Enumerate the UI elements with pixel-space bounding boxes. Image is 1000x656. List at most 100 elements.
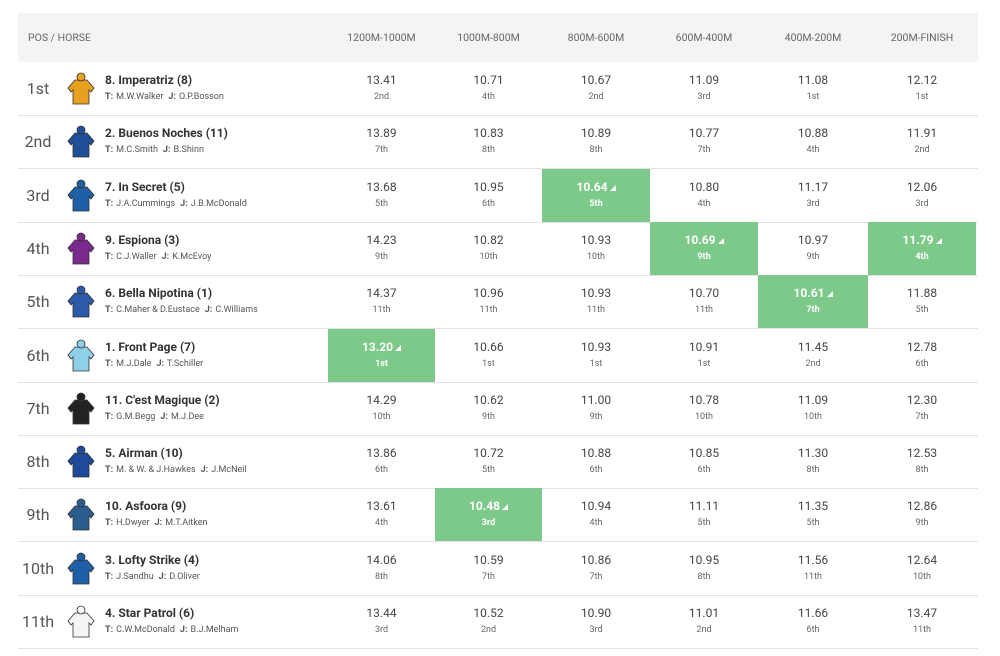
time-value: 13.89 xyxy=(366,126,397,141)
time-value: 12.53 xyxy=(906,446,938,461)
jockey: D.Oliver xyxy=(169,571,200,582)
split-rank: 2nd xyxy=(805,358,821,369)
split-time: 10.86 xyxy=(542,553,650,567)
column-header: 800M-600M xyxy=(567,31,625,44)
split-time: 11.35 xyxy=(758,499,868,513)
horse-name: 3. Lofty Strike (4) xyxy=(105,552,200,567)
split-cell: 10.77 7th xyxy=(650,115,758,168)
time-value: 14.23 xyxy=(366,232,397,247)
split-cell: 11.35 5th xyxy=(758,488,868,541)
time-value: 13.61 xyxy=(366,499,397,514)
split-cell: 10.67 2nd xyxy=(542,62,650,115)
split-rank: 8th xyxy=(375,571,388,582)
time-value: 10.95 xyxy=(688,552,720,567)
split-cell: 10.93 1st xyxy=(542,329,650,382)
split-rank: 9th xyxy=(697,251,711,262)
trainer: M.J.Dale xyxy=(116,358,152,369)
time-value: 10.97 xyxy=(797,232,829,247)
trainer: C.Maher & D.Eustace xyxy=(116,305,200,316)
split-rank: 5th xyxy=(806,518,820,529)
jockey-label: J: xyxy=(160,411,168,422)
position: 7th xyxy=(26,398,50,418)
horse-name: 5. Airman (10) xyxy=(105,446,183,461)
jockey-label: J: xyxy=(156,358,165,369)
split-cell: 10.69 9th xyxy=(650,221,758,275)
time-value: 13.44 xyxy=(366,606,397,620)
runner-row: 6th 1. Front Page (7) T: M.J.Dale J: T.Schill… xyxy=(18,328,978,383)
split-rank: 1st xyxy=(375,358,388,369)
trainer-label: T: xyxy=(105,92,114,102)
split-time: 10.93 xyxy=(542,340,650,354)
split-rank: 2nd xyxy=(914,145,930,156)
split-rank: 2nd xyxy=(588,92,604,102)
split-cell: 10.70 11th xyxy=(650,275,758,328)
split-time: 10.95 xyxy=(435,180,542,194)
jockey-silk xyxy=(67,392,95,425)
split-cell: 10.59 7th xyxy=(435,542,542,595)
split-cell: 11.66 6th xyxy=(758,595,868,648)
time-value: 10.88 xyxy=(797,126,829,141)
time-value: 12.86 xyxy=(906,499,938,514)
split-time: 10.78 xyxy=(650,393,758,407)
split-cell: 13.20 1st xyxy=(328,328,435,382)
time-value: 10.67 xyxy=(580,73,612,87)
time-value: 10.93 xyxy=(580,339,612,354)
jockey: B.J.Melham xyxy=(190,625,239,635)
time-value: 10.62 xyxy=(473,392,504,407)
split-cell: 13.61 4th xyxy=(328,488,435,541)
split-time: 14.06 xyxy=(328,553,435,567)
split-rank: 3rd xyxy=(589,625,603,635)
time-value: 10.69 xyxy=(684,232,716,247)
split-rank: 11th xyxy=(586,305,606,316)
split-rank: 2nd xyxy=(480,625,497,635)
split-time: 10.85 xyxy=(650,446,758,460)
split-cell: 10.95 8th xyxy=(650,542,758,595)
time-value: 11.09 xyxy=(688,73,720,87)
split-time: 13.44 xyxy=(328,606,435,620)
split-rank: 1st xyxy=(806,92,820,102)
position: 2nd xyxy=(24,132,52,152)
split-rank: 6th xyxy=(806,625,820,635)
split-rank: 5th xyxy=(589,198,603,209)
time-value: 13.47 xyxy=(906,606,938,620)
jockey: T.Schiller xyxy=(167,358,204,369)
connections: T: J.A.Cummings J: J.B.McDonald xyxy=(105,199,247,209)
split-rank: 9th xyxy=(482,411,495,422)
horse-name: 1. Front Page (7) xyxy=(105,339,196,354)
split-rank: 7th xyxy=(482,571,495,582)
time-value: 11.00 xyxy=(580,392,612,407)
split-rank: 1st xyxy=(482,358,495,369)
split-rank: 6th xyxy=(589,465,603,476)
jockey: J.B.McDonald xyxy=(190,198,247,209)
connections: T: M.C.Smith J: B.Shinn xyxy=(105,145,204,155)
split-rank: 9th xyxy=(375,251,388,262)
split-time: 10.71 xyxy=(435,73,542,87)
split-time: 10.80 xyxy=(650,180,758,194)
jockey-label: J: xyxy=(158,571,167,582)
split-time: 11.88 xyxy=(868,286,976,300)
split-rank: 6th xyxy=(915,358,929,369)
split-rank: 9th xyxy=(915,518,929,529)
jockey-silk xyxy=(67,125,95,158)
split-cell: 10.96 11th xyxy=(435,275,542,328)
time-value: 10.91 xyxy=(688,339,720,354)
split-cell: 10.93 10th xyxy=(542,222,650,275)
connections: T: J.Sandhu J: D.Oliver xyxy=(105,572,200,582)
runner-row: 3rd 7. In Secret (5) T: J.A.Cummings J: J.B.M… xyxy=(18,168,978,223)
time-value: 10.90 xyxy=(580,606,612,620)
split-cell: 10.91 1st xyxy=(650,329,758,382)
split-rank: 5th xyxy=(482,465,495,476)
split-cell: 10.52 2nd xyxy=(435,595,542,648)
time-value: 12.78 xyxy=(906,339,938,354)
split-rank: 8th xyxy=(589,145,603,156)
runner-row: 11th 4. Star Patrol (6) T: C.W.McDonald J: B.… xyxy=(18,595,978,649)
split-time: 10.52 xyxy=(435,606,542,620)
time-value: 10.86 xyxy=(580,552,612,567)
column-header: POS / HORSE xyxy=(28,31,92,44)
position: 10th xyxy=(21,558,55,578)
connections: T: C.Maher & D.Eustace J: C.Williams xyxy=(105,305,258,315)
split-time: 10.83 xyxy=(435,126,542,140)
jockey: M.J.Dee xyxy=(170,411,204,422)
split-cell: 11.91 2nd xyxy=(868,115,976,168)
time-value: 11.56 xyxy=(797,552,829,567)
